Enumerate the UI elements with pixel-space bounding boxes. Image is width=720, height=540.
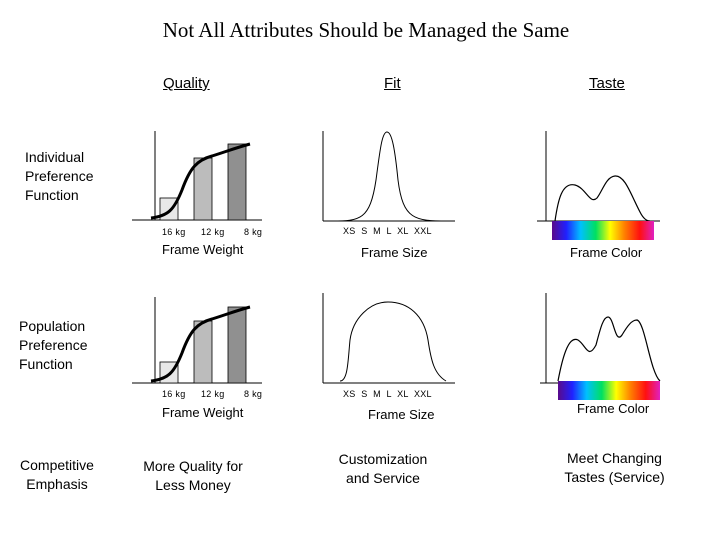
tick-label-16kg: 16 kg bbox=[162, 389, 186, 399]
bar-12kg bbox=[193, 320, 213, 384]
preference-curve bbox=[557, 316, 661, 382]
population-quality-chart bbox=[132, 297, 262, 384]
preference-curve bbox=[331, 131, 449, 222]
individual-fit-chart bbox=[322, 131, 455, 222]
caption-frame-weight: Frame Weight bbox=[162, 405, 244, 420]
row-label-individual: Individual Preference Function bbox=[25, 149, 94, 203]
tick-label-8kg: 8 kg bbox=[244, 389, 263, 399]
caption-frame-size: Frame Size bbox=[361, 245, 428, 260]
caption-frame-weight: Frame Weight bbox=[162, 242, 244, 257]
column-heading-fit: Fit bbox=[384, 75, 401, 92]
individual-quality-chart bbox=[132, 131, 262, 221]
caption-frame-size: Frame Size bbox=[368, 407, 435, 422]
tick-label-12kg: 12 kg bbox=[201, 227, 225, 237]
preference-curve bbox=[150, 305, 251, 383]
tick-label-8kg: 8 kg bbox=[244, 227, 263, 237]
caption-frame-color: Frame Color bbox=[570, 245, 643, 260]
row-label-population: Population Preference Function bbox=[19, 318, 88, 372]
individual-taste-chart bbox=[537, 131, 660, 240]
page-title: Not All Attributes Should be Managed the… bbox=[162, 18, 570, 42]
tick-label-12kg: 12 kg bbox=[201, 389, 225, 399]
column-heading-taste: Taste bbox=[589, 75, 625, 92]
column-heading-quality: Quality bbox=[163, 75, 210, 92]
population-fit-chart bbox=[322, 293, 455, 384]
preference-curve bbox=[150, 142, 251, 220]
size-tick-labels: XS S M L XL XXL bbox=[343, 226, 432, 236]
bar-8kg bbox=[227, 306, 247, 384]
tick-label-16kg: 16 kg bbox=[162, 227, 186, 237]
row-label-competitive: Competitive Emphasis bbox=[20, 457, 94, 492]
color-spectrum-bar bbox=[552, 221, 654, 240]
preference-curve bbox=[554, 175, 651, 222]
size-tick-labels: XS S M L XL XXL bbox=[343, 389, 432, 399]
emphasis-quality: More Quality for Less Money bbox=[143, 458, 243, 493]
bar-8kg bbox=[227, 143, 247, 221]
emphasis-taste: Meet Changing Tastes (Service) bbox=[564, 450, 665, 485]
preference-curve bbox=[339, 301, 447, 382]
bar-12kg bbox=[193, 157, 213, 221]
emphasis-fit: Customization and Service bbox=[338, 451, 428, 486]
caption-frame-color: Frame Color bbox=[577, 401, 650, 416]
population-taste-chart bbox=[540, 293, 661, 400]
color-spectrum-bar bbox=[558, 381, 660, 400]
